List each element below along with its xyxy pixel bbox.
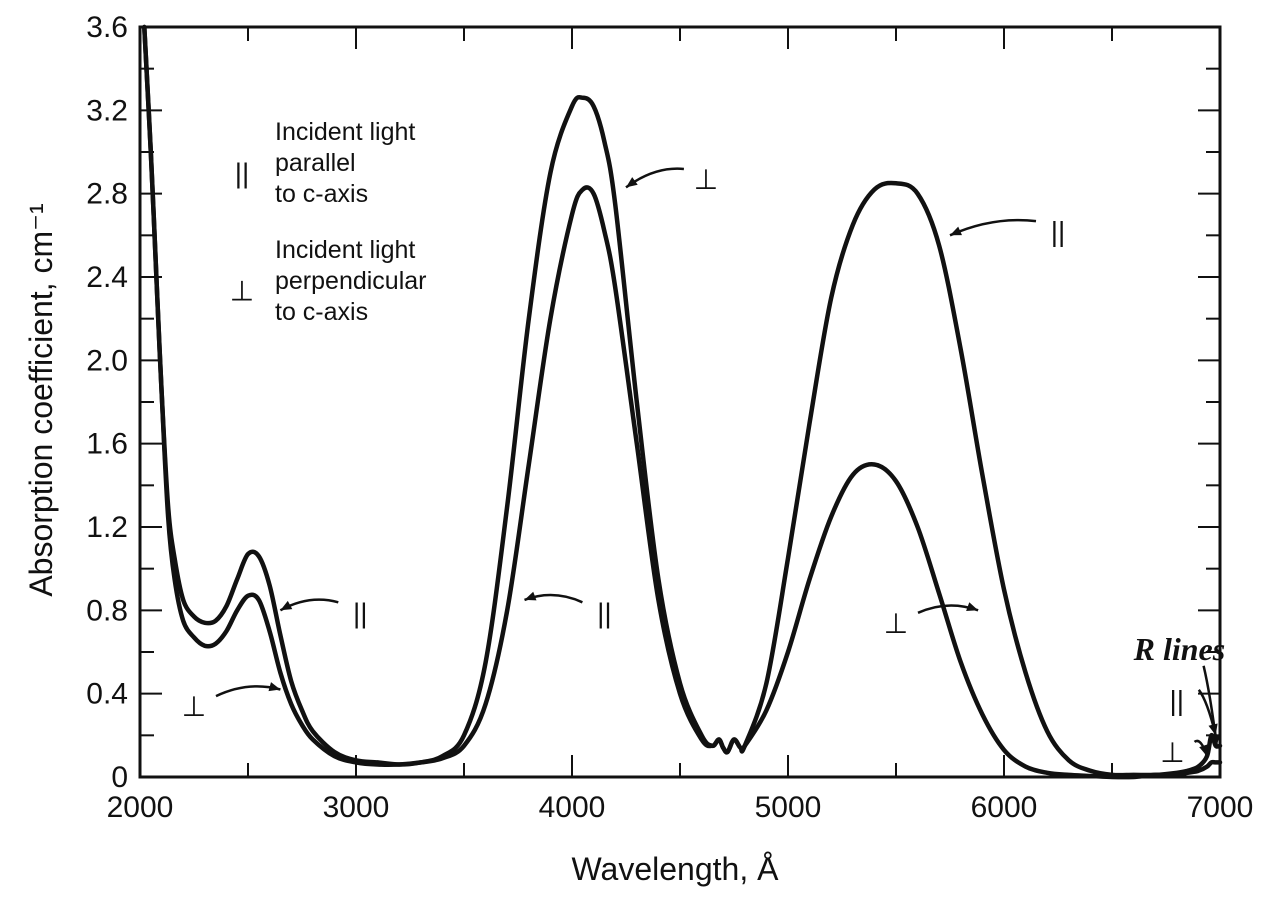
- legend-text-line: to c-axis: [275, 180, 368, 208]
- y-tick-label: 2.8: [86, 178, 128, 211]
- legend-text-line: parallel: [275, 149, 356, 177]
- y-tick-label: 1.2: [86, 511, 128, 544]
- series-parallel-line: [142, 24, 1223, 778]
- arrowhead-icon: [268, 682, 281, 692]
- y-tick-label: 1.6: [86, 428, 128, 461]
- x-tick-label: 7000: [1187, 791, 1254, 824]
- x-tick-label: 2000: [107, 791, 174, 824]
- annotation-label: ||: [597, 597, 612, 628]
- annotation-label: ||: [1051, 216, 1066, 247]
- y-tick-label: 0: [111, 761, 128, 794]
- x-tick-label: 6000: [971, 791, 1038, 824]
- annotation-label: R lines: [1133, 631, 1226, 667]
- arrowhead-icon: [626, 177, 638, 188]
- arrowhead-icon: [966, 602, 979, 611]
- legend-text-line: Incident light: [275, 236, 415, 264]
- annotation-label: ||: [353, 597, 368, 628]
- annotation-label: ⊥: [884, 608, 908, 639]
- y-tick-label: 0.8: [86, 594, 128, 627]
- arrowhead-icon: [1210, 734, 1220, 746]
- arrowhead-icon: [1199, 744, 1208, 757]
- annotation-label: ||: [1170, 685, 1185, 716]
- annotations: ⊥ || || ⊥ || ⊥ R lines || ⊥: [182, 164, 1225, 768]
- annotation-arrow: [949, 218, 1037, 237]
- annotation-label: ⊥: [182, 691, 206, 722]
- legend: || Incident light parallel to c-axis ⊥ Incide…: [230, 118, 427, 326]
- annotation-label: ⊥: [1160, 737, 1184, 768]
- annotation-label: ⊥: [694, 164, 718, 195]
- x-tick-label: 4000: [539, 791, 606, 824]
- arrowhead-icon: [950, 226, 962, 236]
- y-tick-label: 3.2: [86, 94, 128, 127]
- arrowhead-icon: [1208, 723, 1218, 736]
- arrowhead-icon: [280, 600, 293, 611]
- y-axis-title: Absorption coefficient, cm⁻¹: [23, 203, 59, 596]
- legend-text-line: perpendicular: [275, 267, 427, 295]
- y-tick-label: 2.4: [86, 261, 128, 294]
- legend-text-line: Incident light: [275, 118, 415, 146]
- legend-symbol-parallel: ||: [235, 158, 250, 189]
- y-tick-label: 3.6: [86, 11, 128, 44]
- legend-text-line: to c-axis: [275, 298, 368, 326]
- series-perpendicular-line: [142, 24, 1223, 780]
- y-tick-label: 0.4: [86, 678, 128, 711]
- x-tick-label: 5000: [755, 791, 822, 824]
- y-tick-label: 2.0: [86, 344, 128, 377]
- x-axis-title: Wavelength, Å: [572, 851, 780, 887]
- x-tick-label: 3000: [323, 791, 390, 824]
- y-tick-labels: 0 0.4 0.8 1.2 1.6 2.0 2.4 2.8 3.2 3.6: [86, 11, 128, 794]
- arrowhead-icon: [524, 591, 537, 601]
- x-tick-labels: 2000 3000 4000 5000 6000 7000: [107, 791, 1254, 824]
- series-lines: [142, 24, 1223, 780]
- legend-symbol-perpendicular: ⊥: [230, 276, 254, 307]
- tick-marks: [139, 26, 1221, 778]
